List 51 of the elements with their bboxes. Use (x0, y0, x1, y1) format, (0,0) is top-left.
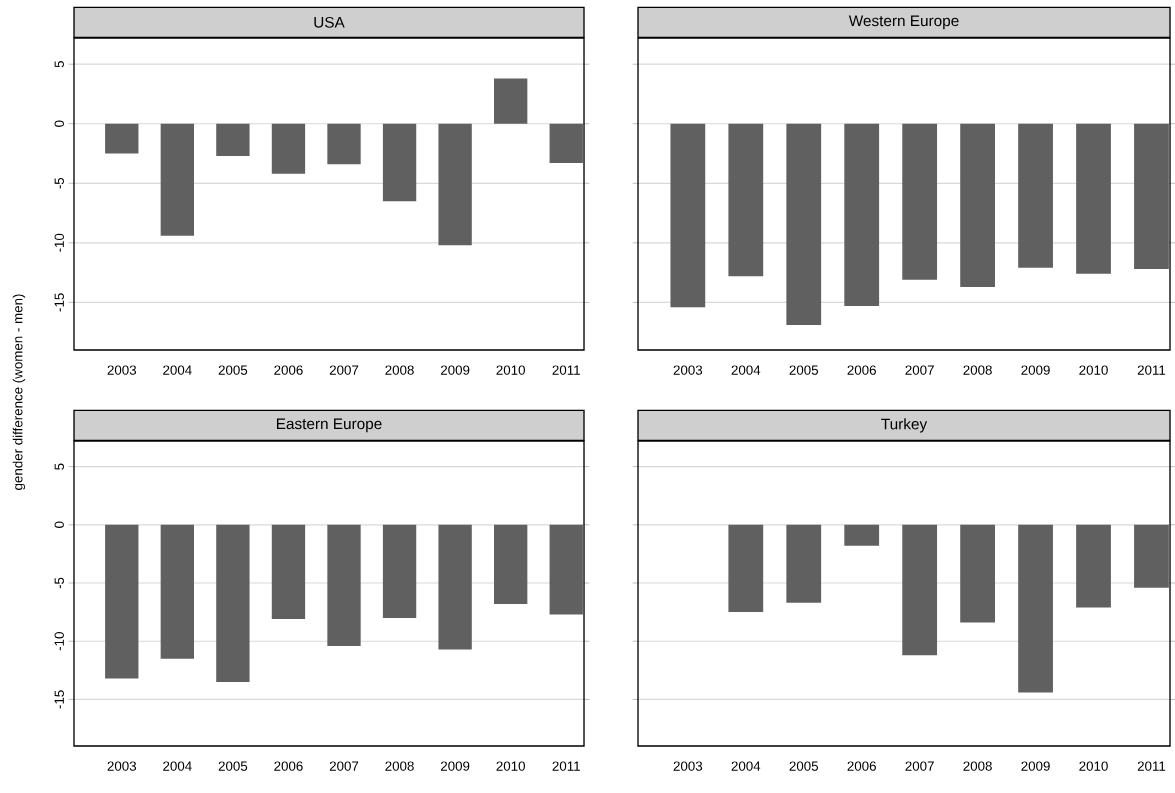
x-tick-label: 2011 (552, 365, 580, 375)
x-tick-label: 2009 (1021, 365, 1050, 375)
y-tick-label: -5 (54, 577, 64, 589)
y-tick-label: 0 (54, 120, 64, 127)
x-tick-label: 2009 (1021, 761, 1050, 771)
y-tick-label: 5 (54, 61, 64, 68)
x-tick-label: 2006 (847, 365, 876, 375)
x-tick-label: 2005 (218, 761, 248, 771)
y-tick-label: -5 (54, 177, 64, 189)
x-tick-label: 2007 (329, 761, 359, 771)
x-tick-label: 2005 (789, 365, 819, 375)
x-tick-label: 2007 (905, 761, 934, 771)
x-tick-label: 2004 (163, 365, 192, 375)
chart-title: USA (314, 16, 345, 28)
y-axis-title: gender difference (women - men) (12, 294, 26, 490)
y-tick-label: -10 (54, 233, 64, 252)
x-tick-label: 2004 (163, 761, 192, 771)
y-tick-label: 0 (54, 521, 64, 528)
x-tick-label: 2009 (440, 365, 470, 375)
x-tick-label: 2008 (963, 365, 992, 375)
y-tick-label: -15 (54, 690, 64, 709)
x-tick-label: 2003 (673, 365, 703, 375)
x-tick-label: 2011 (1137, 761, 1166, 771)
y-tick-label: 5 (54, 463, 64, 470)
x-tick-label: 2010 (496, 761, 525, 771)
y-tick-label: -15 (54, 293, 64, 312)
x-tick-label: 2003 (673, 761, 703, 771)
chart-title: Eastern Europe (276, 418, 382, 433)
x-tick-label: 2011 (552, 761, 580, 771)
x-tick-label: 2010 (1079, 365, 1108, 375)
x-tick-label: 2003 (107, 761, 137, 771)
x-tick-label: 2005 (789, 761, 819, 771)
x-tick-label: 2004 (731, 761, 761, 771)
x-tick-label: 2003 (107, 365, 137, 375)
x-tick-label: 2005 (218, 365, 248, 375)
x-tick-label: 2006 (274, 761, 303, 771)
x-tick-label: 2004 (731, 365, 761, 375)
x-tick-label: 2009 (440, 761, 470, 771)
x-tick-label: 2007 (329, 365, 359, 375)
x-tick-label: 2007 (905, 365, 934, 375)
x-tick-label: 2008 (385, 761, 414, 771)
x-tick-label: 2010 (1079, 761, 1108, 771)
x-tick-label: 2008 (963, 761, 992, 771)
chart-title: Western Europe (848, 15, 959, 30)
x-tick-label: 2008 (385, 365, 414, 375)
x-tick-label: 2006 (847, 761, 876, 771)
x-tick-label: 2010 (496, 365, 525, 375)
chart-title: Turkey (881, 418, 928, 433)
x-tick-label: 2006 (274, 365, 303, 375)
x-tick-label: 2011 (1137, 365, 1166, 375)
y-tick-label: -10 (54, 632, 64, 651)
